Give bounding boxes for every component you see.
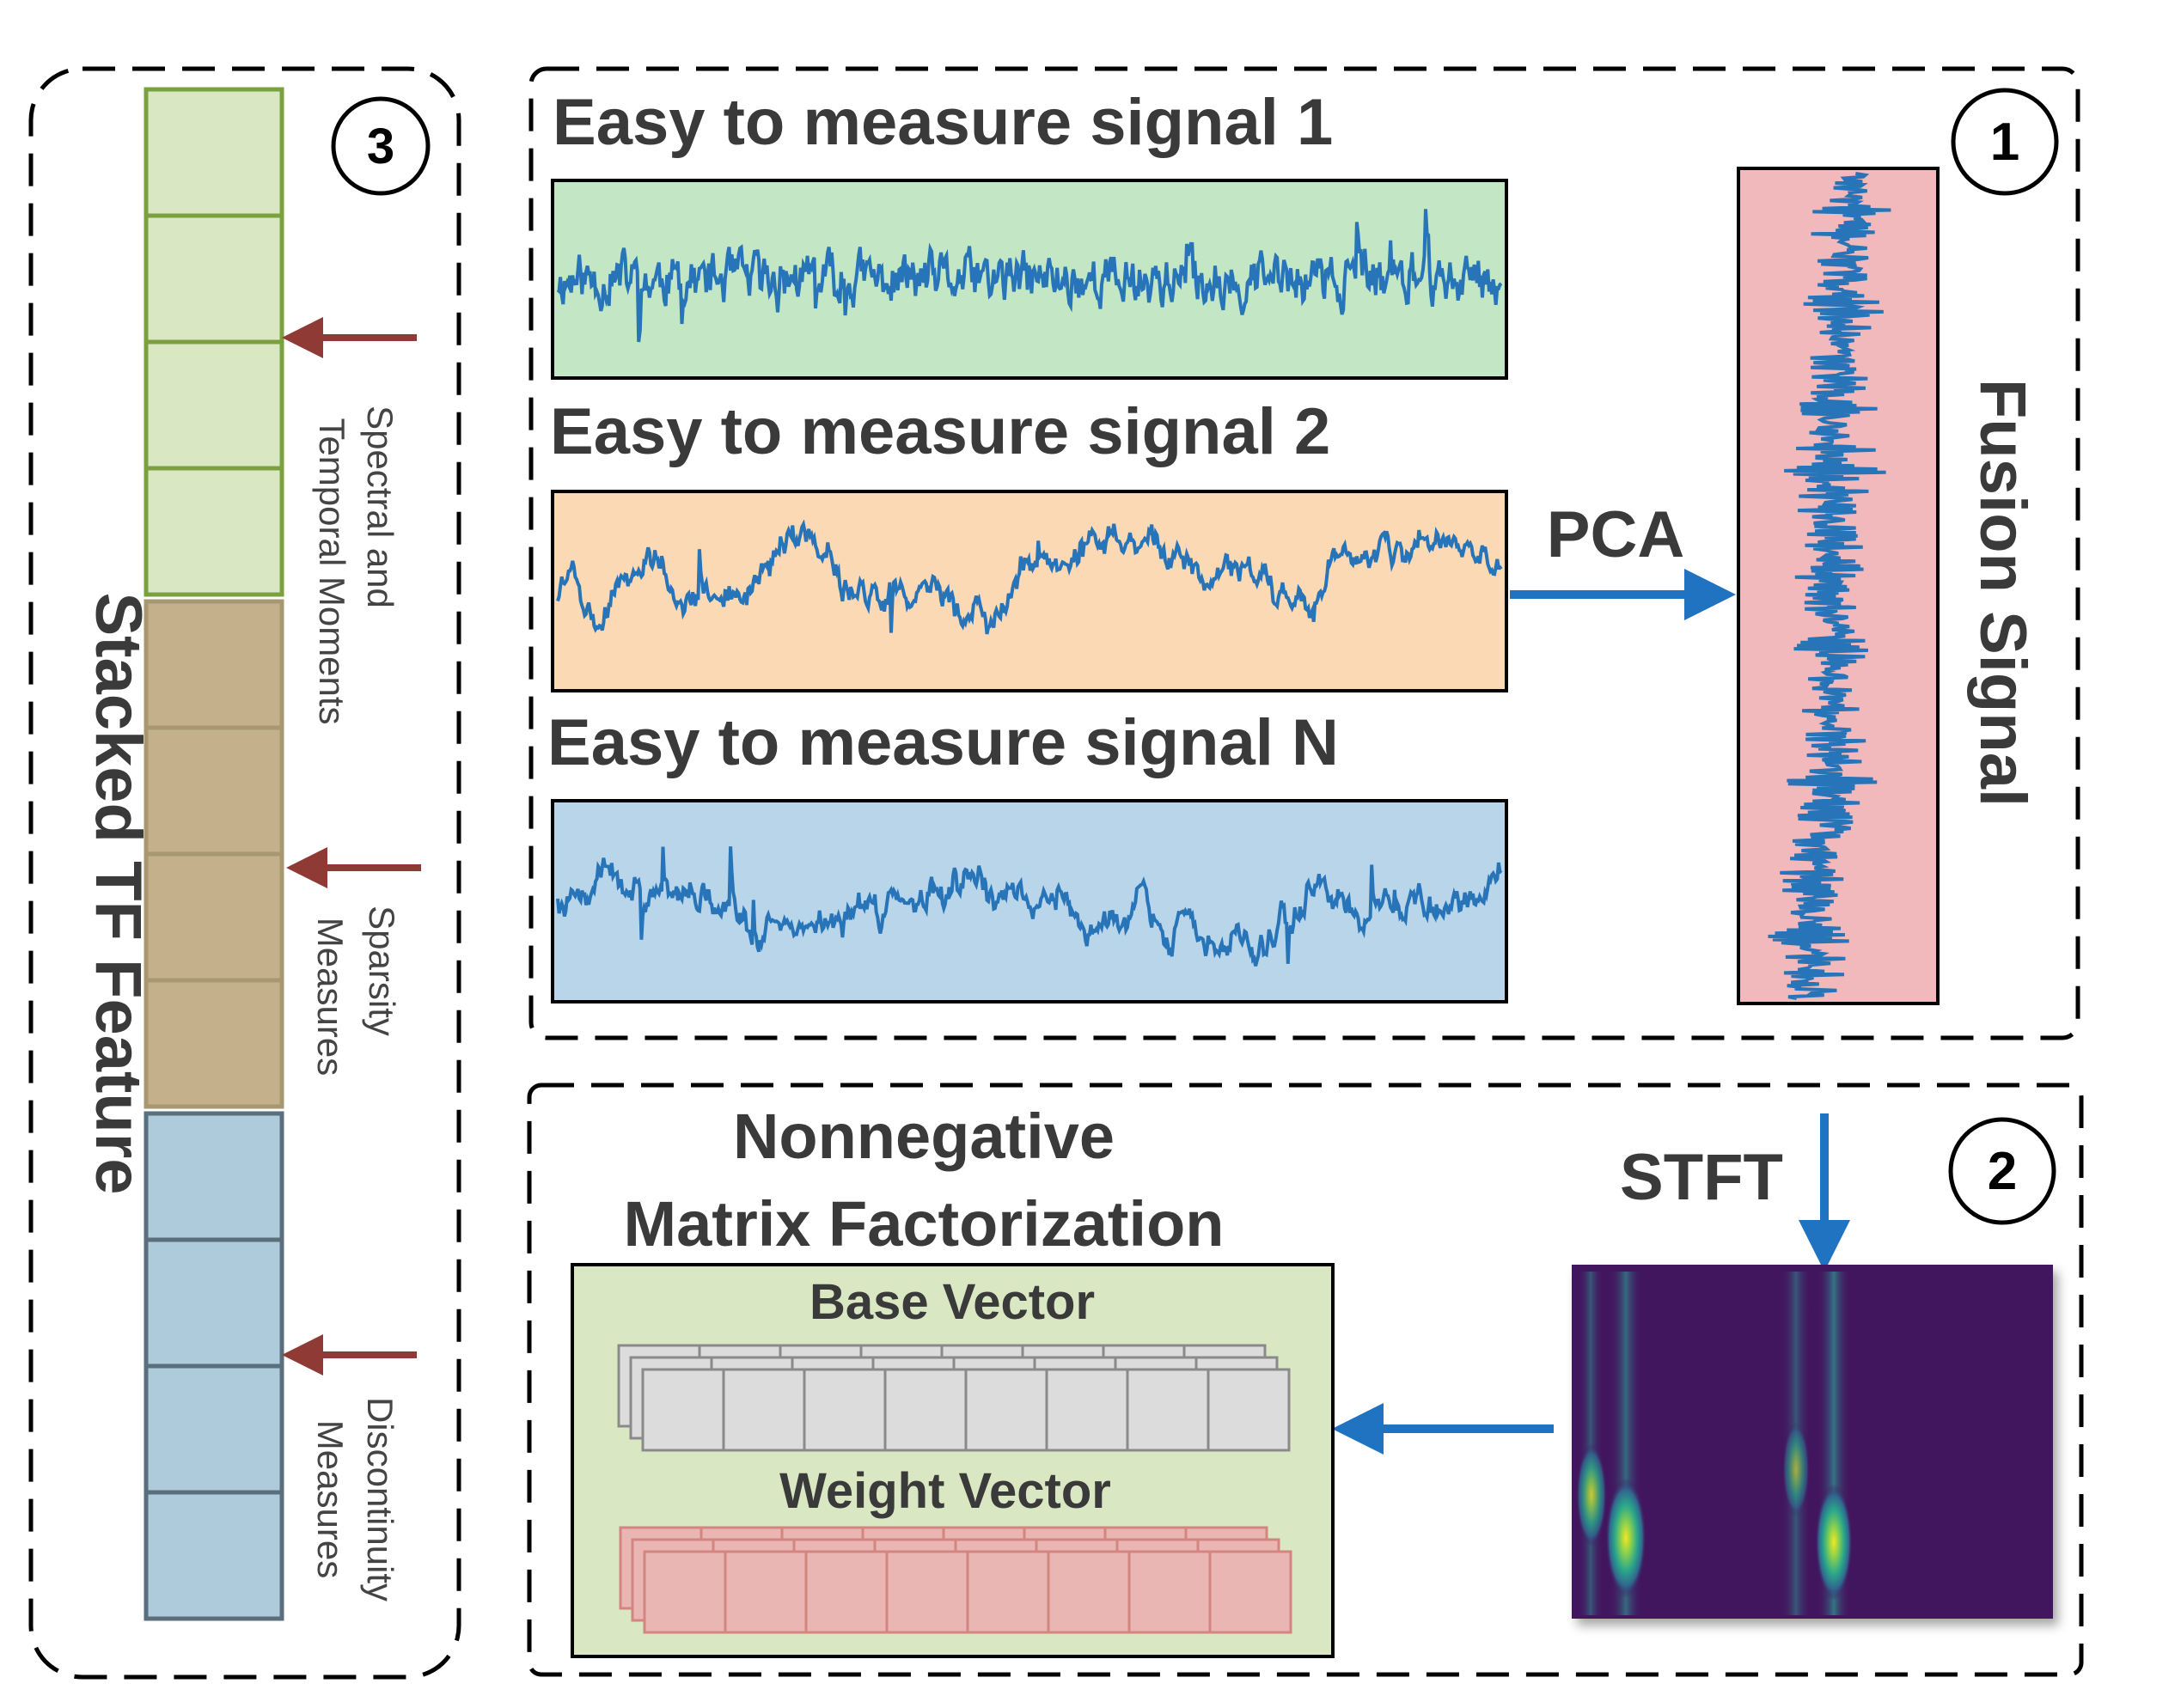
panel-1-badge-label: 1	[1990, 113, 2019, 172]
feature-cell-group-2	[144, 725, 284, 857]
panel-3-badge: 3	[331, 96, 431, 196]
signal-2-title: Easy to measure signal 2	[550, 395, 1330, 468]
feature-cell-group-1	[144, 466, 284, 597]
weight-vector-cell	[1208, 1550, 1292, 1634]
base-vector-cell	[964, 1368, 1048, 1452]
feature-cell-group-1	[144, 339, 284, 471]
spectrogram-energy	[1576, 1272, 1853, 1615]
weight-vector-stack	[619, 1526, 1292, 1634]
panel-3-border	[28, 66, 461, 1680]
weight-vector-cell	[643, 1550, 727, 1634]
panel-2: 2 STFT Nonnegative Matrix Factorization …	[527, 1083, 2084, 1677]
base-vector-cell	[803, 1368, 887, 1452]
discontinuity-label-line2: Measures	[310, 1420, 351, 1578]
feature-cell-group-1	[144, 87, 284, 218]
base-vector-stack	[617, 1344, 1291, 1452]
panel-2-border	[527, 1083, 2084, 1677]
weight-vector-cell	[1127, 1550, 1212, 1634]
feature-cell-group-3	[144, 1363, 284, 1495]
discontinuity-label-line1: Discontinuity	[360, 1397, 400, 1601]
weight-vector-cell	[724, 1550, 808, 1634]
panel-1: 1 Easy to measure signal 1 Easy to measu…	[528, 66, 2080, 1040]
base-vector-cell	[1045, 1368, 1129, 1452]
panel-3-badge-label: 3	[367, 119, 394, 174]
spectral-temporal-label-line2: Temporal Moments	[312, 418, 352, 724]
stacked-tf-feature-label: Stacked TF Feature	[82, 592, 155, 1194]
spectrogram	[1572, 1265, 2053, 1619]
base-vector-cell	[1207, 1368, 1291, 1452]
weight-vector-cell	[966, 1550, 1050, 1634]
weight-vector-cell	[804, 1550, 889, 1634]
fusion-signal-label: Fusion Signal	[1966, 379, 2039, 807]
feature-cell-group-3	[144, 1111, 284, 1242]
signal-n-title: Easy to measure signal N	[547, 706, 1339, 779]
signal-1-waveform	[556, 209, 1503, 343]
nmf-title-line2: Matrix Factorization	[624, 1188, 1225, 1260]
weight-vector-label: Weight Vector	[779, 1463, 1111, 1519]
sparsity-label-line2: Measures	[310, 918, 351, 1076]
weight-vector-cell	[1047, 1550, 1131, 1634]
feature-cell-group-3	[144, 1237, 284, 1369]
panel-1-border	[528, 66, 2080, 1040]
panel-3: 3 Stacked TF Feature Spectral and Tempor…	[28, 66, 461, 1680]
signal-1-title: Easy to measure signal 1	[553, 86, 1333, 159]
base-vector-cell	[722, 1368, 806, 1452]
feature-cell-group-2	[144, 978, 284, 1109]
stft-label: STFT	[1620, 1141, 1783, 1214]
pca-label: PCA	[1547, 498, 1684, 571]
nmf-title-line1: Nonnegative	[733, 1101, 1115, 1172]
feature-cell-group-3	[144, 1490, 284, 1621]
signal-2-waveform	[556, 519, 1503, 635]
feature-vector-cells	[144, 87, 284, 1621]
weight-vector-cell	[885, 1550, 969, 1634]
base-vector-label: Base Vector	[809, 1274, 1095, 1330]
base-vector-cell	[641, 1368, 725, 1452]
signal-2-plot	[551, 490, 1508, 692]
spectral-temporal-label-line1: Spectral and	[360, 406, 400, 608]
feature-cell-group-2	[144, 851, 284, 983]
feature-cell-group-1	[144, 213, 284, 345]
fusion-signal-waveform	[1768, 172, 1891, 1000]
panel-2-badge-label: 2	[1988, 1142, 2017, 1201]
panel-1-badge: 1	[1951, 88, 2059, 196]
signal-n-waveform	[556, 846, 1503, 967]
panel-2-badge: 2	[1948, 1117, 2056, 1225]
base-vector-cell	[1126, 1368, 1210, 1452]
base-vector-cell	[883, 1368, 968, 1452]
sparsity-label-line1: Sparsity	[362, 906, 402, 1036]
feature-cell-group-2	[144, 599, 284, 730]
